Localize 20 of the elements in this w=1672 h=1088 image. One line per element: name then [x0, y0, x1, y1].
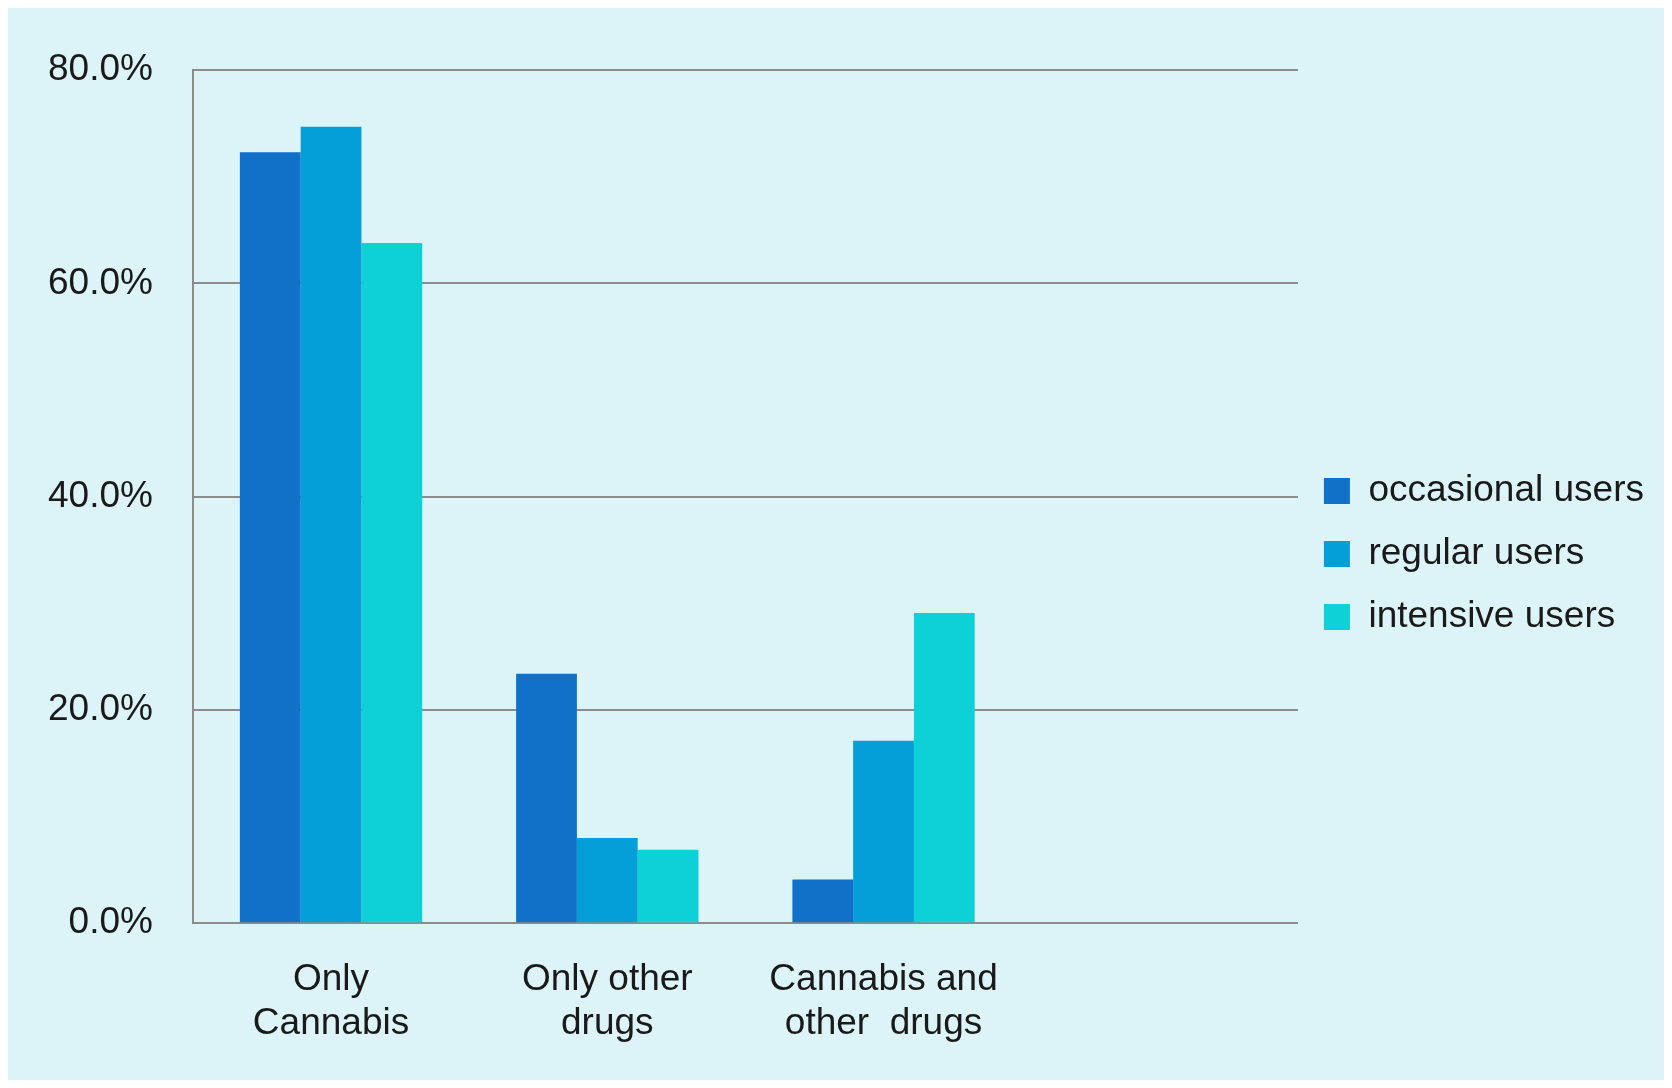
bar — [576, 837, 638, 923]
y-tick-label: 80.0% — [47, 47, 153, 89]
x-tick-label: Only other drugs — [521, 956, 693, 1042]
bar — [853, 740, 914, 923]
bar — [239, 152, 301, 923]
bar — [913, 612, 975, 923]
bar — [516, 673, 577, 923]
legend-label: occasional users — [1368, 468, 1645, 510]
bar — [361, 242, 423, 923]
bar — [792, 879, 854, 923]
x-tick-label: Cannabis and other drugs — [769, 956, 998, 1042]
bar — [300, 126, 362, 923]
y-tick-label: 60.0% — [47, 260, 153, 302]
x-tick-label: Only Cannabis — [252, 956, 410, 1042]
y-tick-label: 0.0% — [68, 900, 153, 942]
legend-label: regular users — [1368, 531, 1585, 573]
bar — [637, 849, 699, 923]
legend-label: intensive users — [1368, 594, 1616, 636]
y-tick-label: 20.0% — [47, 687, 153, 729]
y-tick-label: 40.0% — [47, 473, 153, 515]
